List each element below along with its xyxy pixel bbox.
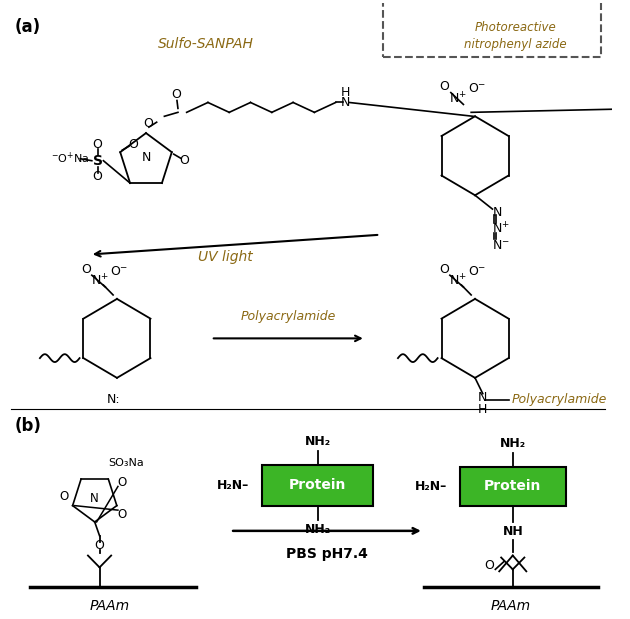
Text: O: O [171, 88, 181, 101]
Text: SO₃Na: SO₃Na [108, 458, 144, 468]
Text: O: O [128, 138, 138, 151]
Text: O: O [439, 80, 449, 93]
Text: O: O [180, 154, 189, 167]
Text: S: S [93, 154, 103, 168]
Bar [262, 465, 374, 506]
Text: (a): (a) [14, 17, 40, 35]
Text: N: N [141, 151, 151, 164]
Text: O: O [93, 139, 103, 152]
Bar [459, 467, 566, 506]
Text: N: N [478, 391, 488, 404]
Text: H: H [341, 86, 350, 99]
Text: O$^{-}$: O$^{-}$ [468, 265, 486, 278]
Text: PAAm: PAAm [89, 599, 129, 613]
Text: NH: NH [502, 526, 523, 539]
Text: N$^{+}$: N$^{+}$ [449, 274, 467, 289]
Bar [383, 0, 601, 57]
Text: O: O [117, 476, 127, 489]
Text: NH₂: NH₂ [305, 435, 331, 448]
Text: UV light: UV light [198, 251, 253, 264]
Text: Sulfo-SANPAH: Sulfo-SANPAH [158, 37, 254, 51]
Text: N: N [493, 206, 502, 219]
Text: N$^{-}$: N$^{-}$ [493, 239, 510, 252]
Text: $^{-}$O$^{+}$Na: $^{-}$O$^{+}$Na [51, 151, 90, 167]
Text: NH₂: NH₂ [500, 436, 526, 449]
Text: Polyacrylamide: Polyacrylamide [241, 310, 336, 323]
Text: O: O [94, 539, 105, 552]
Text: PBS pH7.4: PBS pH7.4 [286, 547, 368, 561]
Text: Polyacrylamide: Polyacrylamide [512, 393, 607, 406]
Text: O$^{-}$: O$^{-}$ [468, 82, 486, 95]
Text: H₂N–: H₂N– [415, 480, 447, 493]
Text: O: O [143, 117, 153, 130]
Text: N: N [90, 491, 99, 504]
Text: NH₂: NH₂ [305, 524, 331, 537]
Text: O: O [81, 263, 91, 276]
Text: N:: N: [106, 393, 120, 406]
Text: (b): (b) [14, 417, 42, 435]
Text: H: H [478, 403, 488, 416]
Text: N$^{+}$: N$^{+}$ [493, 221, 510, 236]
Text: N: N [341, 96, 350, 109]
Text: N$^{+}$: N$^{+}$ [449, 91, 467, 106]
Text: N$^{+}$: N$^{+}$ [91, 274, 108, 289]
Text: O: O [93, 170, 103, 183]
Text: O: O [117, 508, 127, 521]
Text: O$^{-}$: O$^{-}$ [110, 265, 128, 278]
Text: Photoreactive
nitrophenyl azide: Photoreactive nitrophenyl azide [464, 20, 567, 51]
Text: O: O [484, 559, 495, 572]
Text: H₂N–: H₂N– [217, 479, 249, 492]
Text: Protein: Protein [289, 478, 346, 493]
Text: O: O [59, 490, 69, 503]
Text: Protein: Protein [484, 480, 541, 493]
Text: O: O [439, 263, 449, 276]
Text: PAAm: PAAm [491, 599, 531, 613]
